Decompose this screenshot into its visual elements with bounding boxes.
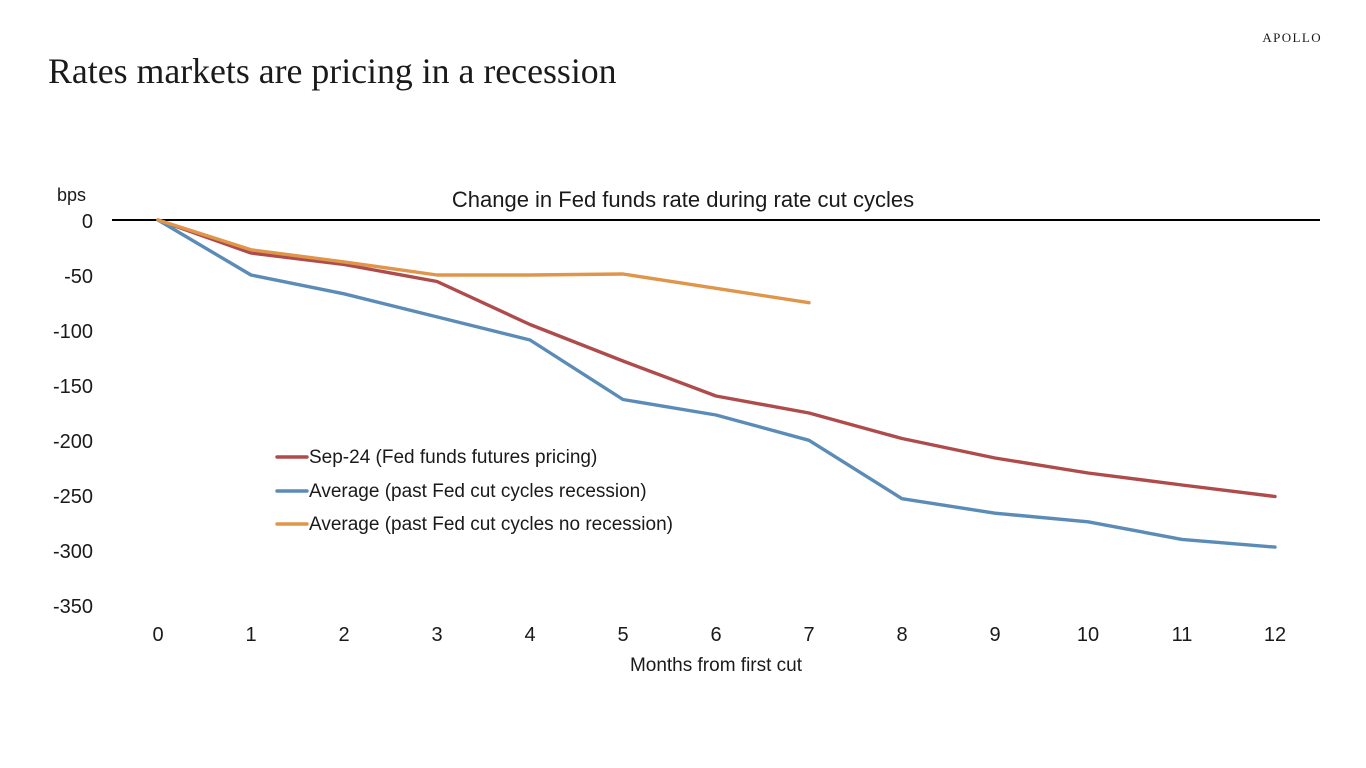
svg-text:-250: -250 xyxy=(53,486,93,508)
svg-text:bps: bps xyxy=(57,185,86,205)
svg-text:-350: -350 xyxy=(53,596,93,618)
svg-text:Months from first cut: Months from first cut xyxy=(630,655,803,676)
svg-text:12: 12 xyxy=(1264,624,1286,646)
svg-text:Average (past Fed cut cycles n: Average (past Fed cut cycles no recessio… xyxy=(309,514,673,535)
svg-text:-150: -150 xyxy=(53,376,93,398)
svg-text:9: 9 xyxy=(989,624,1000,646)
svg-text:7: 7 xyxy=(803,624,814,646)
svg-text:8: 8 xyxy=(896,624,907,646)
svg-text:5: 5 xyxy=(617,624,628,646)
svg-text:Change in Fed funds rate durin: Change in Fed funds rate during rate cut… xyxy=(452,187,914,212)
svg-text:-50: -50 xyxy=(64,266,93,288)
svg-text:4: 4 xyxy=(524,624,535,646)
svg-text:-100: -100 xyxy=(53,321,93,343)
svg-text:6: 6 xyxy=(710,624,721,646)
svg-text:3: 3 xyxy=(431,624,442,646)
svg-text:-300: -300 xyxy=(53,541,93,563)
svg-text:0: 0 xyxy=(82,211,93,233)
svg-text:Average (past Fed cut cycles r: Average (past Fed cut cycles recession) xyxy=(309,481,647,502)
svg-text:1: 1 xyxy=(245,624,256,646)
svg-text:-200: -200 xyxy=(53,431,93,453)
svg-text:0: 0 xyxy=(152,624,163,646)
svg-text:11: 11 xyxy=(1172,624,1193,646)
svg-text:Sep-24 (Fed funds futures pric: Sep-24 (Fed funds futures pricing) xyxy=(309,447,597,468)
svg-text:10: 10 xyxy=(1077,624,1099,646)
svg-text:2: 2 xyxy=(338,624,349,646)
